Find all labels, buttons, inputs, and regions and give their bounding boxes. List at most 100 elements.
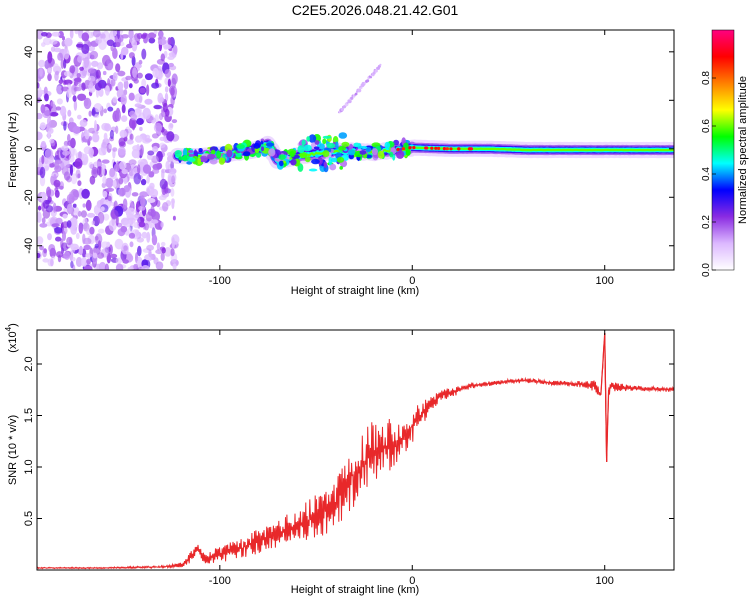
noise-blob	[66, 193, 75, 204]
noise-blob	[117, 30, 120, 40]
spectrogram-xtick-label: -100	[209, 275, 231, 287]
signal-blob	[391, 147, 396, 152]
snr-xtick-label: 100	[596, 575, 614, 587]
noise-blob	[151, 219, 159, 224]
noise-blob	[167, 171, 177, 184]
noise-blob	[62, 213, 68, 219]
colorbar-tick-label: 0.2	[701, 215, 712, 229]
noise-blob	[37, 131, 43, 141]
noise-blob	[128, 52, 135, 59]
signal-blob	[198, 148, 203, 153]
noise-blob	[76, 43, 84, 48]
signal-blob	[243, 151, 251, 157]
signal-peak	[434, 146, 438, 150]
noise-blob	[88, 127, 96, 134]
noise-blob	[144, 73, 153, 81]
noise-blob	[170, 160, 175, 170]
noise-blob	[170, 95, 175, 106]
noise-blob	[53, 47, 62, 53]
noise-blob	[81, 188, 90, 199]
noise-blob	[51, 255, 56, 260]
noise-blob	[69, 30, 74, 39]
noise-blob	[167, 56, 175, 60]
noise-blob	[98, 261, 107, 270]
noise-blob	[115, 257, 123, 265]
noise-blob	[161, 168, 165, 180]
signal-blob	[188, 157, 196, 162]
noise-blob	[92, 106, 96, 117]
noise-blob	[55, 217, 63, 225]
noise-blob	[89, 175, 96, 185]
noise-blob	[63, 121, 67, 131]
noise-blob	[164, 69, 172, 78]
signal-blob	[349, 143, 353, 150]
noise-blob	[54, 159, 63, 164]
noise-blob	[83, 244, 91, 250]
signal-peak	[457, 147, 461, 151]
signal-blob	[218, 157, 225, 165]
streak-dot	[366, 79, 370, 83]
noise-blob	[159, 136, 166, 142]
noise-blob	[55, 106, 62, 111]
signal-peak	[430, 146, 434, 150]
noise-blob	[81, 32, 90, 42]
streak-dot	[350, 96, 354, 100]
noise-blob	[88, 162, 94, 169]
noise-blob	[77, 173, 81, 179]
noise-blob	[85, 199, 92, 211]
snr-multiplier-base: (x10	[7, 331, 19, 352]
noise-blob	[134, 103, 142, 108]
signal-blob	[265, 142, 275, 147]
noise-blob	[117, 81, 124, 91]
noise-blob	[74, 158, 83, 169]
noise-blob	[108, 219, 117, 232]
noise-blob	[47, 116, 52, 126]
noise-blob	[67, 140, 75, 147]
signal-blob	[174, 150, 182, 157]
signal-blob	[323, 161, 328, 168]
noise-blob	[138, 205, 146, 211]
noise-blob	[102, 175, 107, 185]
noise-blob	[110, 209, 119, 220]
signal-peak	[424, 146, 428, 150]
noise-blob	[100, 33, 106, 40]
snr-xtick-label: -100	[209, 575, 231, 587]
noise-blob	[54, 189, 60, 198]
noise-blob	[87, 68, 96, 74]
noise-blob	[94, 243, 99, 249]
noise-blob	[102, 151, 106, 156]
noise-blob	[50, 258, 54, 267]
spectrogram-panel: -100 0 100 40 20 0 -20 -40 Height of straight l…	[7, 29, 675, 297]
noise-blob	[38, 59, 46, 68]
noise-blob	[117, 70, 126, 77]
signal-blob	[207, 153, 215, 160]
noise-blob	[105, 177, 114, 188]
noise-blob	[49, 112, 59, 117]
noise-blob	[112, 96, 118, 103]
noise-blob	[73, 77, 82, 83]
noise-blob	[102, 213, 110, 221]
signal-blob	[365, 147, 372, 153]
signal-blob	[339, 166, 344, 170]
noise-blob	[156, 162, 163, 170]
snr-content	[37, 333, 674, 570]
noise-blob	[70, 260, 74, 269]
noise-blob	[94, 119, 97, 132]
noise-blob	[57, 52, 63, 61]
spectrogram-ytick-label: -20	[23, 189, 35, 205]
noise-blob	[169, 65, 177, 71]
noise-blob	[83, 146, 93, 155]
noise-blob	[152, 67, 159, 78]
noise-blob	[171, 77, 177, 89]
noise-blob	[43, 86, 48, 96]
noise-blob	[81, 43, 90, 55]
signal-blob	[209, 158, 218, 165]
noise-blob	[156, 242, 160, 251]
noise-blob	[91, 60, 99, 67]
noise-blob	[157, 92, 164, 104]
noise-blob	[49, 138, 55, 144]
noise-blob	[168, 52, 175, 57]
noise-blob	[58, 185, 64, 190]
noise-blob	[125, 43, 133, 49]
noise-blob	[140, 195, 146, 207]
